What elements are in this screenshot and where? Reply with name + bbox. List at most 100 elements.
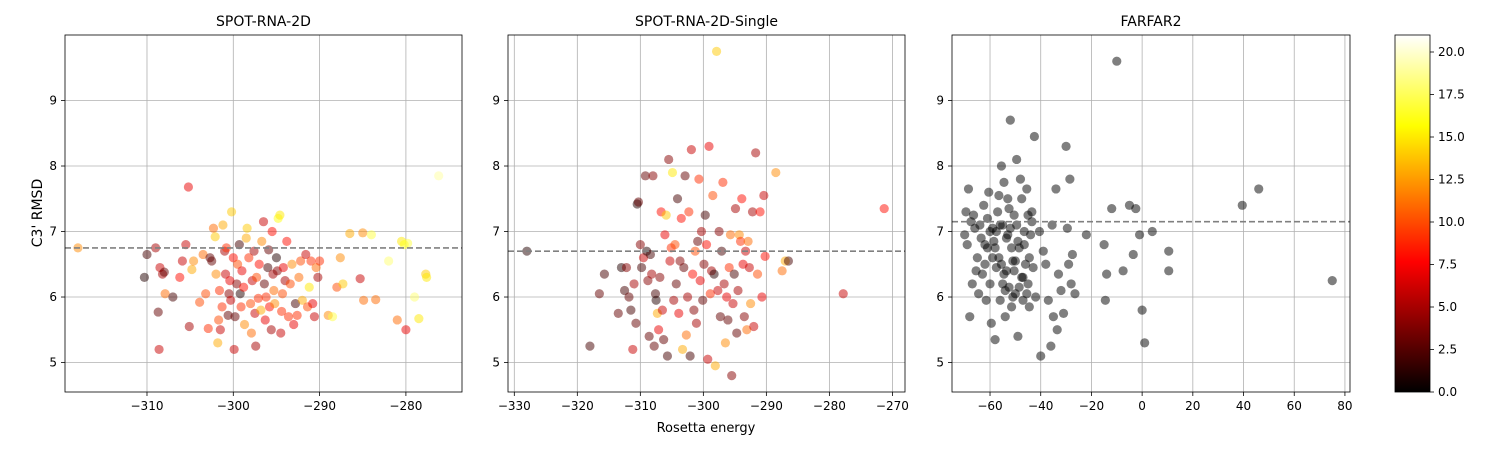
scatter-point <box>266 325 276 335</box>
scatter-point <box>1147 226 1157 237</box>
scatter-point <box>297 295 307 305</box>
scatter-point <box>1018 272 1028 282</box>
scatter-point <box>1013 236 1023 246</box>
scatter-point <box>1005 115 1015 125</box>
scatter-point <box>749 321 759 332</box>
scatter-point <box>962 240 972 250</box>
scatter-point <box>271 253 282 263</box>
scatter-point <box>996 259 1007 269</box>
scatter-point <box>649 341 659 351</box>
scatter-point <box>153 307 163 317</box>
colorbar: 0.0 2.5 5.0 7.5 10.0 12.5 15.0 17.5 20.0 <box>1394 34 1465 399</box>
scatter-point <box>246 328 257 338</box>
x-tick-label: −40 <box>1028 399 1053 413</box>
scatter-point <box>142 249 152 260</box>
scatter-point <box>963 184 974 194</box>
scatter-point <box>585 341 595 351</box>
colorbar-gradient <box>1394 34 1431 393</box>
scatter-point <box>994 190 1004 201</box>
scatter-point <box>838 289 848 299</box>
scatter-point <box>270 298 280 309</box>
scatter-point <box>1034 226 1045 237</box>
scatter-point <box>619 285 630 296</box>
scatter-point <box>237 266 247 276</box>
scatter-point <box>1137 305 1147 315</box>
colorbar-tick-label: 15.0 <box>1438 130 1465 144</box>
scatter-point <box>296 256 306 266</box>
y-tick-label: 8 <box>49 159 57 173</box>
scatter-point <box>613 308 623 318</box>
scatter-point <box>735 236 746 246</box>
scatter-point <box>985 279 995 289</box>
scatter-point <box>661 210 671 220</box>
axes-frame <box>64 34 463 393</box>
scatter-point <box>1107 203 1117 214</box>
colorbar-tick-label: 12.5 <box>1438 173 1465 187</box>
x-tick-label: −290 <box>303 399 336 413</box>
scatter-point <box>384 256 394 266</box>
scatter-point <box>1001 266 1012 276</box>
scatter-point <box>259 279 269 289</box>
scatter-point <box>722 292 732 302</box>
scatter-point <box>251 341 261 351</box>
scatter-point <box>657 305 667 315</box>
colorbar-tick-label: 17.5 <box>1438 88 1465 102</box>
scatter-point <box>226 295 236 305</box>
scatter-point <box>594 289 604 299</box>
scatter-point <box>982 213 993 224</box>
scatter-point <box>737 194 747 204</box>
scatter-point <box>1022 289 1032 299</box>
scatter-point <box>1003 194 1013 204</box>
scatter-point <box>621 262 632 273</box>
scatter-point <box>733 285 743 296</box>
scatter-point <box>984 187 994 197</box>
scatter-point <box>680 171 690 181</box>
y-tick-label: 5 <box>936 356 944 370</box>
scatter-point <box>1013 331 1023 341</box>
scatter-point <box>961 207 971 217</box>
y-tick-label: 8 <box>936 159 944 173</box>
y-tick-label: 6 <box>936 290 944 304</box>
scatter-point <box>974 289 984 299</box>
scatter-point <box>236 302 246 312</box>
axes-frame <box>951 34 1351 393</box>
scatter-point <box>688 269 698 279</box>
scatter-point <box>633 197 644 207</box>
scatter-point <box>245 298 256 309</box>
scatter-point <box>242 223 252 233</box>
scatter-point <box>1064 259 1074 269</box>
scatter-point <box>747 207 758 217</box>
scatter-point <box>1043 295 1053 305</box>
scatter-point <box>233 259 243 269</box>
scatter-point <box>720 338 731 348</box>
scatter-point <box>710 361 720 371</box>
scatter-point <box>654 325 664 335</box>
scatter-point <box>184 321 194 332</box>
scatter-point <box>1004 203 1014 214</box>
scatter-point <box>1061 141 1071 151</box>
colorbar-tick-label: 10.0 <box>1438 215 1465 229</box>
scatter-point <box>711 46 722 56</box>
scatter-point <box>985 226 995 237</box>
x-tick-label: 0 <box>1138 399 1146 413</box>
scatter-point <box>743 236 753 246</box>
scatter-point <box>1056 285 1066 296</box>
scatter-point <box>409 292 420 302</box>
scatter-point <box>672 194 683 204</box>
scatter-point <box>198 249 208 260</box>
scatter-point <box>261 292 271 302</box>
scatter-point <box>987 253 998 263</box>
scatter-point <box>648 171 658 181</box>
scatter-point <box>729 269 739 279</box>
scatter-point <box>414 314 424 324</box>
scatter-point <box>725 230 736 240</box>
y-tick-label: 8 <box>492 159 500 173</box>
scatter-point <box>759 190 769 201</box>
scatter-point <box>434 171 444 181</box>
scatter-point <box>624 292 634 302</box>
scatter-point <box>696 226 707 237</box>
scatter-point <box>1006 302 1017 312</box>
y-tick-label: 7 <box>49 225 57 239</box>
scatter-point <box>160 289 170 299</box>
scatter-point <box>335 253 345 263</box>
